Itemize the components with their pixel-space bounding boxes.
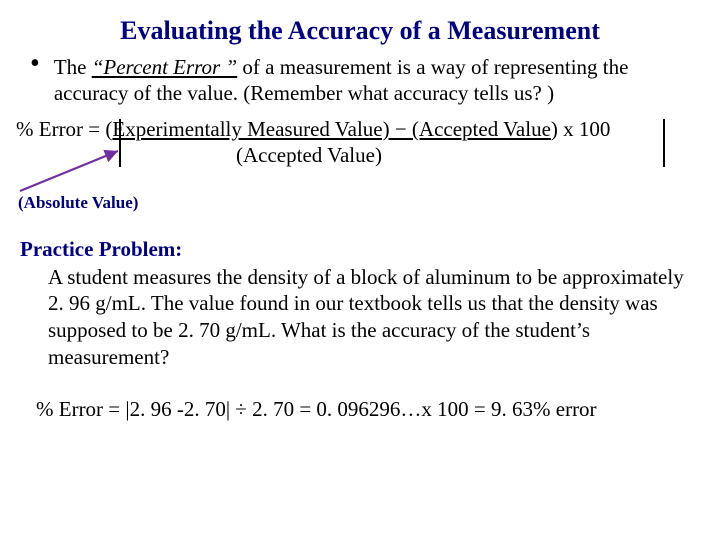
formula-numerator-line: % Error = (Experimentally Measured Value… [16, 117, 610, 142]
absolute-value-bar-right [663, 119, 665, 167]
formula-block: % Error = (Experimentally Measured Value… [16, 117, 704, 183]
slide: Evaluating the Accuracy of a Measurement… [0, 0, 720, 540]
bullet-row: • The “Percent Error ” of a measurement … [30, 54, 704, 107]
formula-tail: x 100 [558, 117, 611, 141]
slide-title: Evaluating the Accuracy of a Measurement [10, 16, 710, 46]
formula-denominator: (Accepted Value) [236, 143, 382, 168]
formula-lhs: % Error = [16, 117, 105, 141]
formula-num-post: ) [551, 117, 558, 141]
formula-num-mid: Experimentally Measured Value) − (Accept… [112, 117, 551, 141]
practice-heading: Practice Problem: [20, 237, 710, 262]
answer-line: % Error = |2. 96 -2. 70| ÷ 2. 70 = 0. 09… [36, 397, 710, 422]
practice-body: A student measures the density of a bloc… [48, 264, 698, 372]
bullet-text: The “Percent Error ” of a measurement is… [54, 54, 704, 107]
bullet-pre: The [54, 55, 92, 79]
percent-error-term: “Percent Error ” [92, 55, 237, 79]
bullet-dot: • [30, 54, 40, 74]
arrow-to-absolute-bar [14, 147, 134, 200]
